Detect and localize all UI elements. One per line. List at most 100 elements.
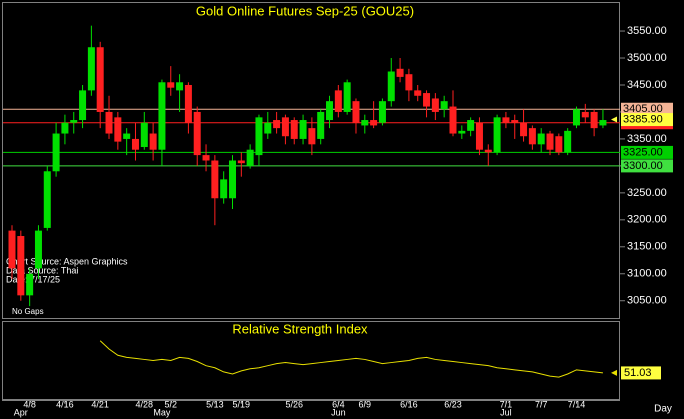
candle-body <box>467 120 475 131</box>
candle-body <box>537 133 545 145</box>
candle-body <box>572 109 580 126</box>
candle-body <box>281 117 289 137</box>
rsi-panel <box>2 321 620 400</box>
candle-body <box>484 149 492 153</box>
candle-body <box>26 273 34 296</box>
candle-body <box>193 111 201 156</box>
candle-body <box>528 128 536 145</box>
y-tick-label: 3150.00 <box>627 241 667 253</box>
y-tick-label: 3100.00 <box>627 268 667 280</box>
candle-body <box>34 230 42 269</box>
candle-body <box>431 98 439 112</box>
y-tick-label: 3050.00 <box>627 295 667 307</box>
candle-body <box>237 160 245 164</box>
level-label: 3325.00 <box>623 146 663 158</box>
price-panel <box>2 2 620 319</box>
rsi-line <box>99 340 603 378</box>
y-tick-label: 3200.00 <box>627 214 667 226</box>
candle-body <box>114 117 122 142</box>
candle-body <box>17 236 25 296</box>
x-tick-label: 7/7 <box>535 399 548 409</box>
candle-body <box>590 111 598 129</box>
candle-body <box>343 82 351 112</box>
candle-body <box>414 90 422 96</box>
annotation: Chart Source: Aspen Graphics <box>6 256 128 266</box>
rsi-title: Relative Strength Index <box>232 321 368 336</box>
x-tick-label: 7/1 <box>500 399 513 409</box>
candle-body <box>581 111 589 118</box>
candle-body <box>502 117 510 123</box>
level-box <box>621 159 673 173</box>
candle-body <box>352 101 360 123</box>
x-tick-label: 6/16 <box>400 399 418 409</box>
candle-body <box>423 93 431 107</box>
candle-body <box>361 120 369 126</box>
candle-body <box>264 122 272 134</box>
candle-body <box>317 111 325 139</box>
x-tick-label: 5/2 <box>165 399 178 409</box>
level-box <box>621 145 673 159</box>
x-axis-label: Day <box>654 404 672 415</box>
candle-body <box>546 133 554 150</box>
level-label: 3405.00 <box>623 103 663 115</box>
candle-body <box>440 101 448 110</box>
y-tick-label: 3450.00 <box>627 79 667 91</box>
candle-body <box>493 117 501 153</box>
candle-body <box>43 171 51 228</box>
candle-body <box>555 136 563 153</box>
candle-body <box>387 71 395 102</box>
candle-body <box>308 128 316 145</box>
x-tick-label: 6/4 <box>332 399 345 409</box>
candle-body <box>87 47 95 91</box>
candle-body <box>475 122 483 150</box>
candle-body <box>158 82 166 150</box>
candle-body <box>105 111 113 134</box>
x-tick-label: 4/21 <box>91 399 109 409</box>
y-tick-label: 3550.00 <box>627 25 667 37</box>
candle-body <box>79 90 87 121</box>
candle-body <box>70 120 78 123</box>
level-box <box>621 102 673 116</box>
candle-body <box>220 179 228 199</box>
x-tick-label: 5/19 <box>233 399 251 409</box>
candle-body <box>370 120 378 126</box>
candle-body <box>229 160 236 199</box>
rsi-value-box <box>621 366 661 380</box>
candle-body <box>378 101 386 123</box>
month-label: May <box>153 407 171 417</box>
x-tick-label: 4/28 <box>136 399 154 409</box>
candle-body <box>8 230 16 269</box>
candle-body <box>255 117 263 156</box>
month-label: Apr <box>14 407 28 417</box>
candle-body <box>184 84 192 123</box>
candle-body <box>131 138 139 150</box>
rsi-value-label: 51.03 <box>624 367 652 379</box>
last-price-arrow <box>611 116 617 123</box>
annotation: No Gaps <box>12 307 44 316</box>
candle-body <box>52 133 60 172</box>
candle-body <box>246 149 254 166</box>
candle-body <box>564 130 572 153</box>
annotation: Data Source: Thai <box>6 265 78 275</box>
candle-body <box>396 68 404 77</box>
y-tick-label: 3350.00 <box>627 133 667 145</box>
x-tick-label: 7/14 <box>568 399 586 409</box>
rsi-arrow <box>611 369 617 376</box>
x-tick-label: 5/13 <box>206 399 224 409</box>
candle-body <box>299 120 307 139</box>
x-tick-label: 4/16 <box>56 399 74 409</box>
last-price-box <box>621 113 673 127</box>
x-tick-label: 5/26 <box>285 399 303 409</box>
x-tick-label: 6/9 <box>359 399 372 409</box>
candle-body <box>176 82 184 91</box>
chart-title: Gold Online Futures Sep-25 (GOU25) <box>196 3 414 18</box>
candle-body <box>167 82 175 88</box>
candle-body <box>405 74 413 91</box>
month-label: Jul <box>500 407 512 417</box>
last-price-label: 3385.90 <box>623 113 663 125</box>
candle-body <box>96 47 104 112</box>
candle-body <box>449 106 457 134</box>
